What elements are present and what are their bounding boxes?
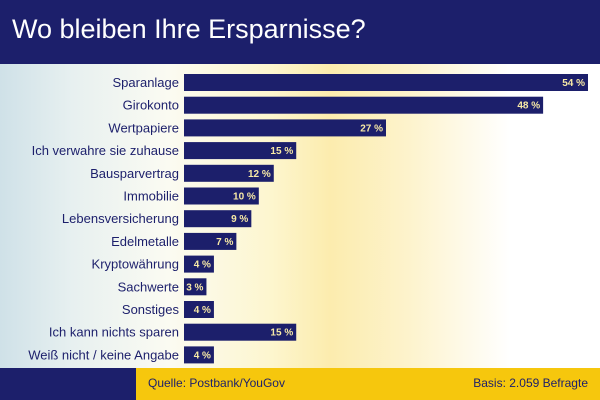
bar [184, 346, 214, 364]
category-label: Kryptowährung [92, 257, 179, 272]
chart-area: Sparanlage 54 % Girokonto 48 % Wertpapiere 27… [0, 64, 600, 368]
value-label: 9 % [231, 214, 248, 225]
bar [184, 210, 252, 228]
value-label: 4 % [194, 350, 211, 361]
header: Wo bleiben Ihre Ersparnisse? [0, 0, 600, 64]
category-label: Weiß nicht / keine Angabe [28, 347, 179, 362]
category-label: Sonstiges [122, 302, 180, 317]
bar [184, 278, 207, 296]
value-label: 4 % [194, 305, 211, 316]
category-label: Lebensversicherung [62, 211, 179, 226]
bar [184, 187, 259, 205]
value-label: 48 % [517, 101, 540, 112]
bar [184, 96, 544, 114]
footer: Quelle: Postbank/YouGov Basis: 2.059 Bef… [136, 368, 600, 400]
footer-dark-block [0, 368, 136, 400]
bar [184, 323, 297, 341]
basis-note: Basis: 2.059 Befragte [473, 376, 588, 390]
bar [184, 232, 237, 250]
value-label: 15 % [270, 328, 293, 339]
category-label: Girokonto [123, 98, 179, 113]
chart-title: Wo bleiben Ihre Ersparnisse? [12, 14, 366, 44]
value-label: 12 % [248, 169, 271, 180]
category-label: Sachwerte [118, 279, 179, 294]
bar [184, 301, 214, 318]
value-label: 27 % [360, 123, 383, 134]
category-label: Ich verwahre sie zuhause [32, 143, 179, 158]
category-label: Bausparvertrag [90, 166, 179, 181]
category-label: Sparanlage [113, 75, 180, 90]
bar [184, 164, 274, 182]
bar [184, 74, 588, 91]
value-label: 15 % [270, 146, 293, 157]
value-label: 3 % [186, 282, 203, 293]
category-label: Wertpapiere [108, 120, 179, 135]
bar-chart: Sparanlage 54 % Girokonto 48 % Wertpapiere 27… [28, 74, 588, 364]
category-label: Immobilie [123, 189, 179, 204]
bar [184, 255, 214, 273]
category-label: Ich kann nichts sparen [49, 325, 179, 340]
bar [184, 119, 386, 137]
category-label: Edelmetalle [111, 234, 179, 249]
value-label: 7 % [216, 237, 233, 248]
source-note: Quelle: Postbank/YouGov [148, 376, 285, 390]
value-label: 54 % [562, 78, 585, 89]
value-label: 10 % [233, 192, 256, 203]
bar [184, 142, 297, 160]
value-label: 4 % [194, 260, 211, 271]
